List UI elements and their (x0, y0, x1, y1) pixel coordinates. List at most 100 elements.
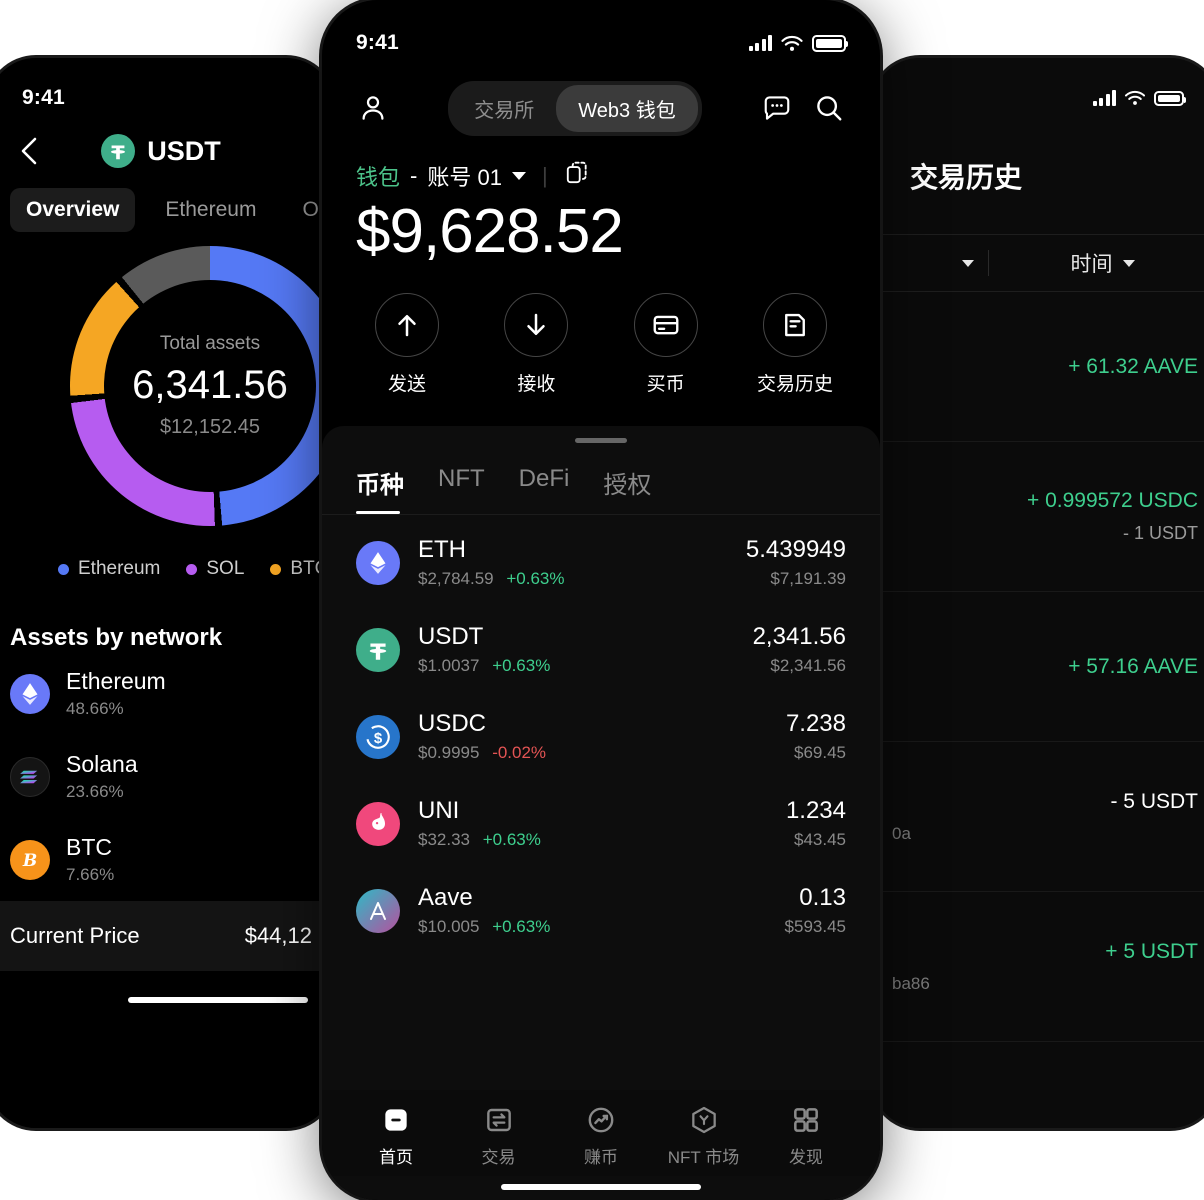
token-amount: 1.234 (785, 797, 846, 824)
token-price: $10.005 (418, 917, 480, 936)
transaction-amount: + 0.999572 USDC (1026, 489, 1198, 512)
status-icons (1092, 90, 1186, 106)
transaction-amount: - 5 USDT (1110, 789, 1198, 813)
left-tab-bar: Overview Ethereum O (0, 182, 334, 232)
center-top-bar: 交易所 Web3 钱包 (322, 70, 880, 138)
left-phone-frame: 9:41 USDT Overview Ethereum O (0, 58, 334, 1128)
token-price-line: $1.0037 +0.63% (418, 656, 735, 676)
nav-item-nft-market[interactable]: NFT 市场 (666, 1104, 742, 1176)
token-info: UNI $32.33 +0.63% (418, 797, 768, 850)
network-name: Solana (66, 751, 138, 777)
filter-time-dropdown[interactable]: 时间 (1003, 248, 1202, 278)
tab-tokens[interactable]: 币种 (356, 465, 404, 514)
action-receive[interactable]: 接收 (491, 293, 581, 396)
transaction-filter-bar: 时间 (872, 234, 1204, 292)
status-icons (748, 34, 848, 52)
transaction-hash: ba86 (892, 973, 930, 993)
token-row-usdc[interactable]: $ USDC $0.9995 -0.02% 7.238 $ (322, 693, 880, 780)
network-percent: 23.66% (66, 782, 124, 801)
right-status-bar (872, 58, 1204, 120)
network-name: Ethereum (66, 668, 166, 694)
copy-icon (566, 161, 587, 184)
segment-exchange[interactable]: 交易所 (474, 99, 535, 122)
network-row-solana[interactable]: Solana 23.66% (0, 735, 334, 818)
token-row-eth[interactable]: ETH $2,784.59 +0.63% 5.439949 $7,191.39 (322, 519, 880, 606)
sheet-drag-handle[interactable] (575, 438, 627, 443)
search-icon (817, 96, 842, 121)
token-info: USDT $1.0037 +0.63% (418, 623, 735, 676)
right-phone-frame: 交易历史 时间 + 61.32 AAVE + 0.999572 USDC - 1… (872, 58, 1204, 1128)
transaction-row[interactable]: - 5 USDT 0a (872, 742, 1204, 892)
chat-button[interactable] (760, 91, 794, 125)
network-percent: 7.66% (66, 865, 115, 884)
filter-type-dropdown[interactable] (888, 259, 974, 267)
token-balance: 7.238 $69.45 (786, 710, 846, 763)
legend-label: SOL (206, 558, 245, 579)
tab-defi[interactable]: DeFi (518, 465, 570, 492)
token-row-usdt[interactable]: USDT $1.0037 +0.63% 2,341.56 $2,341.56 (322, 606, 880, 693)
right-page-title: 交易历史 (910, 162, 1023, 193)
home-indicator (128, 997, 308, 1003)
action-transaction-history[interactable]: 交易历史 (750, 293, 840, 396)
legend-item-btc: BTC (270, 558, 328, 580)
wallet-selector[interactable]: 钱包 - 账号 01 | (356, 160, 846, 192)
action-label: 买币 (646, 374, 685, 395)
nav-item-trade[interactable]: 交易 (461, 1104, 537, 1176)
token-change: +0.63% (506, 569, 565, 588)
wallet-account: 账号 01 (427, 165, 502, 190)
token-row-aave[interactable]: Aave $10.005 +0.63% 0.13 $593.45 (322, 867, 880, 954)
donut-ring (70, 246, 334, 526)
nav-label: 交易 (481, 1148, 516, 1167)
legend-dot-icon (270, 563, 282, 575)
mode-segmented-control: 交易所 Web3 钱包 (448, 80, 702, 136)
transaction-row[interactable]: + 61.32 AAVE (872, 292, 1204, 442)
nav-item-discover[interactable]: 发现 (768, 1104, 844, 1176)
bitcoin-icon: B (10, 839, 50, 880)
bottom-navigation: 首页 交易 (322, 1090, 880, 1176)
token-change: +0.63% (492, 656, 551, 675)
current-price-bar: Current Price $44,12 (0, 901, 334, 971)
transaction-row[interactable]: + 57.16 AAVE (872, 592, 1204, 742)
segment-web3-wallet[interactable]: Web3 钱包 (556, 84, 698, 132)
wallet-balance: $9,628.52 (356, 197, 624, 266)
token-price-line: $0.9995 -0.02% (418, 743, 768, 763)
tab-nft[interactable]: NFT (438, 465, 485, 492)
left-page-title: USDT (0, 134, 334, 168)
action-send[interactable]: 发送 (362, 293, 452, 396)
profile-button[interactable] (356, 91, 390, 125)
nav-label: NFT 市场 (667, 1148, 740, 1167)
tab-other[interactable]: O (302, 198, 319, 221)
nav-item-earn[interactable]: 赚币 (563, 1104, 639, 1176)
chart-legend: Ethereum SOL BTC (0, 546, 334, 580)
grid-icon (794, 1108, 818, 1132)
search-button[interactable] (812, 91, 846, 125)
wifi-icon (781, 35, 803, 51)
nav-item-home[interactable]: 首页 (358, 1104, 434, 1176)
back-button[interactable] (12, 134, 46, 168)
transaction-amount: + 5 USDT (1105, 939, 1198, 963)
uni-icon (356, 801, 400, 846)
top-right-actions (760, 91, 846, 125)
token-row-uni[interactable]: UNI $32.33 +0.63% 1.234 $43.45 (322, 780, 880, 867)
transaction-row[interactable]: + 0.999572 USDC - 1 USDT (872, 442, 1204, 592)
current-price-value: $44,12 (244, 923, 312, 948)
transaction-row[interactable]: + 5 USDT ba86 (872, 892, 1204, 1042)
legend-dot-icon (58, 563, 69, 575)
action-buy[interactable]: 买币 (621, 293, 711, 396)
token-symbol: Aave (418, 884, 473, 911)
chevron-down-icon (511, 172, 526, 180)
network-row-ethereum[interactable]: Ethereum 48.66% (0, 652, 334, 735)
token-price-line: $2,784.59 +0.63% (418, 569, 728, 589)
assets-by-network-title: Assets by network (10, 624, 223, 651)
tab-approvals[interactable]: 授权 (603, 472, 652, 499)
tab-overview[interactable]: Overview (10, 188, 136, 232)
right-phone-screen: 交易历史 时间 + 61.32 AAVE + 0.999572 USDC - 1… (872, 58, 1204, 1128)
network-row-btc[interactable]: B BTC 7.66% (0, 818, 334, 901)
ethereum-icon (10, 673, 50, 714)
token-price-line: $10.005 +0.63% (418, 917, 767, 937)
person-icon (362, 96, 384, 120)
left-phone-screen: 9:41 USDT Overview Ethereum O (0, 58, 334, 1128)
copy-address-button[interactable] (564, 160, 590, 192)
token-value: $7,191.39 (770, 569, 846, 588)
tab-ethereum[interactable]: Ethereum (165, 198, 257, 221)
